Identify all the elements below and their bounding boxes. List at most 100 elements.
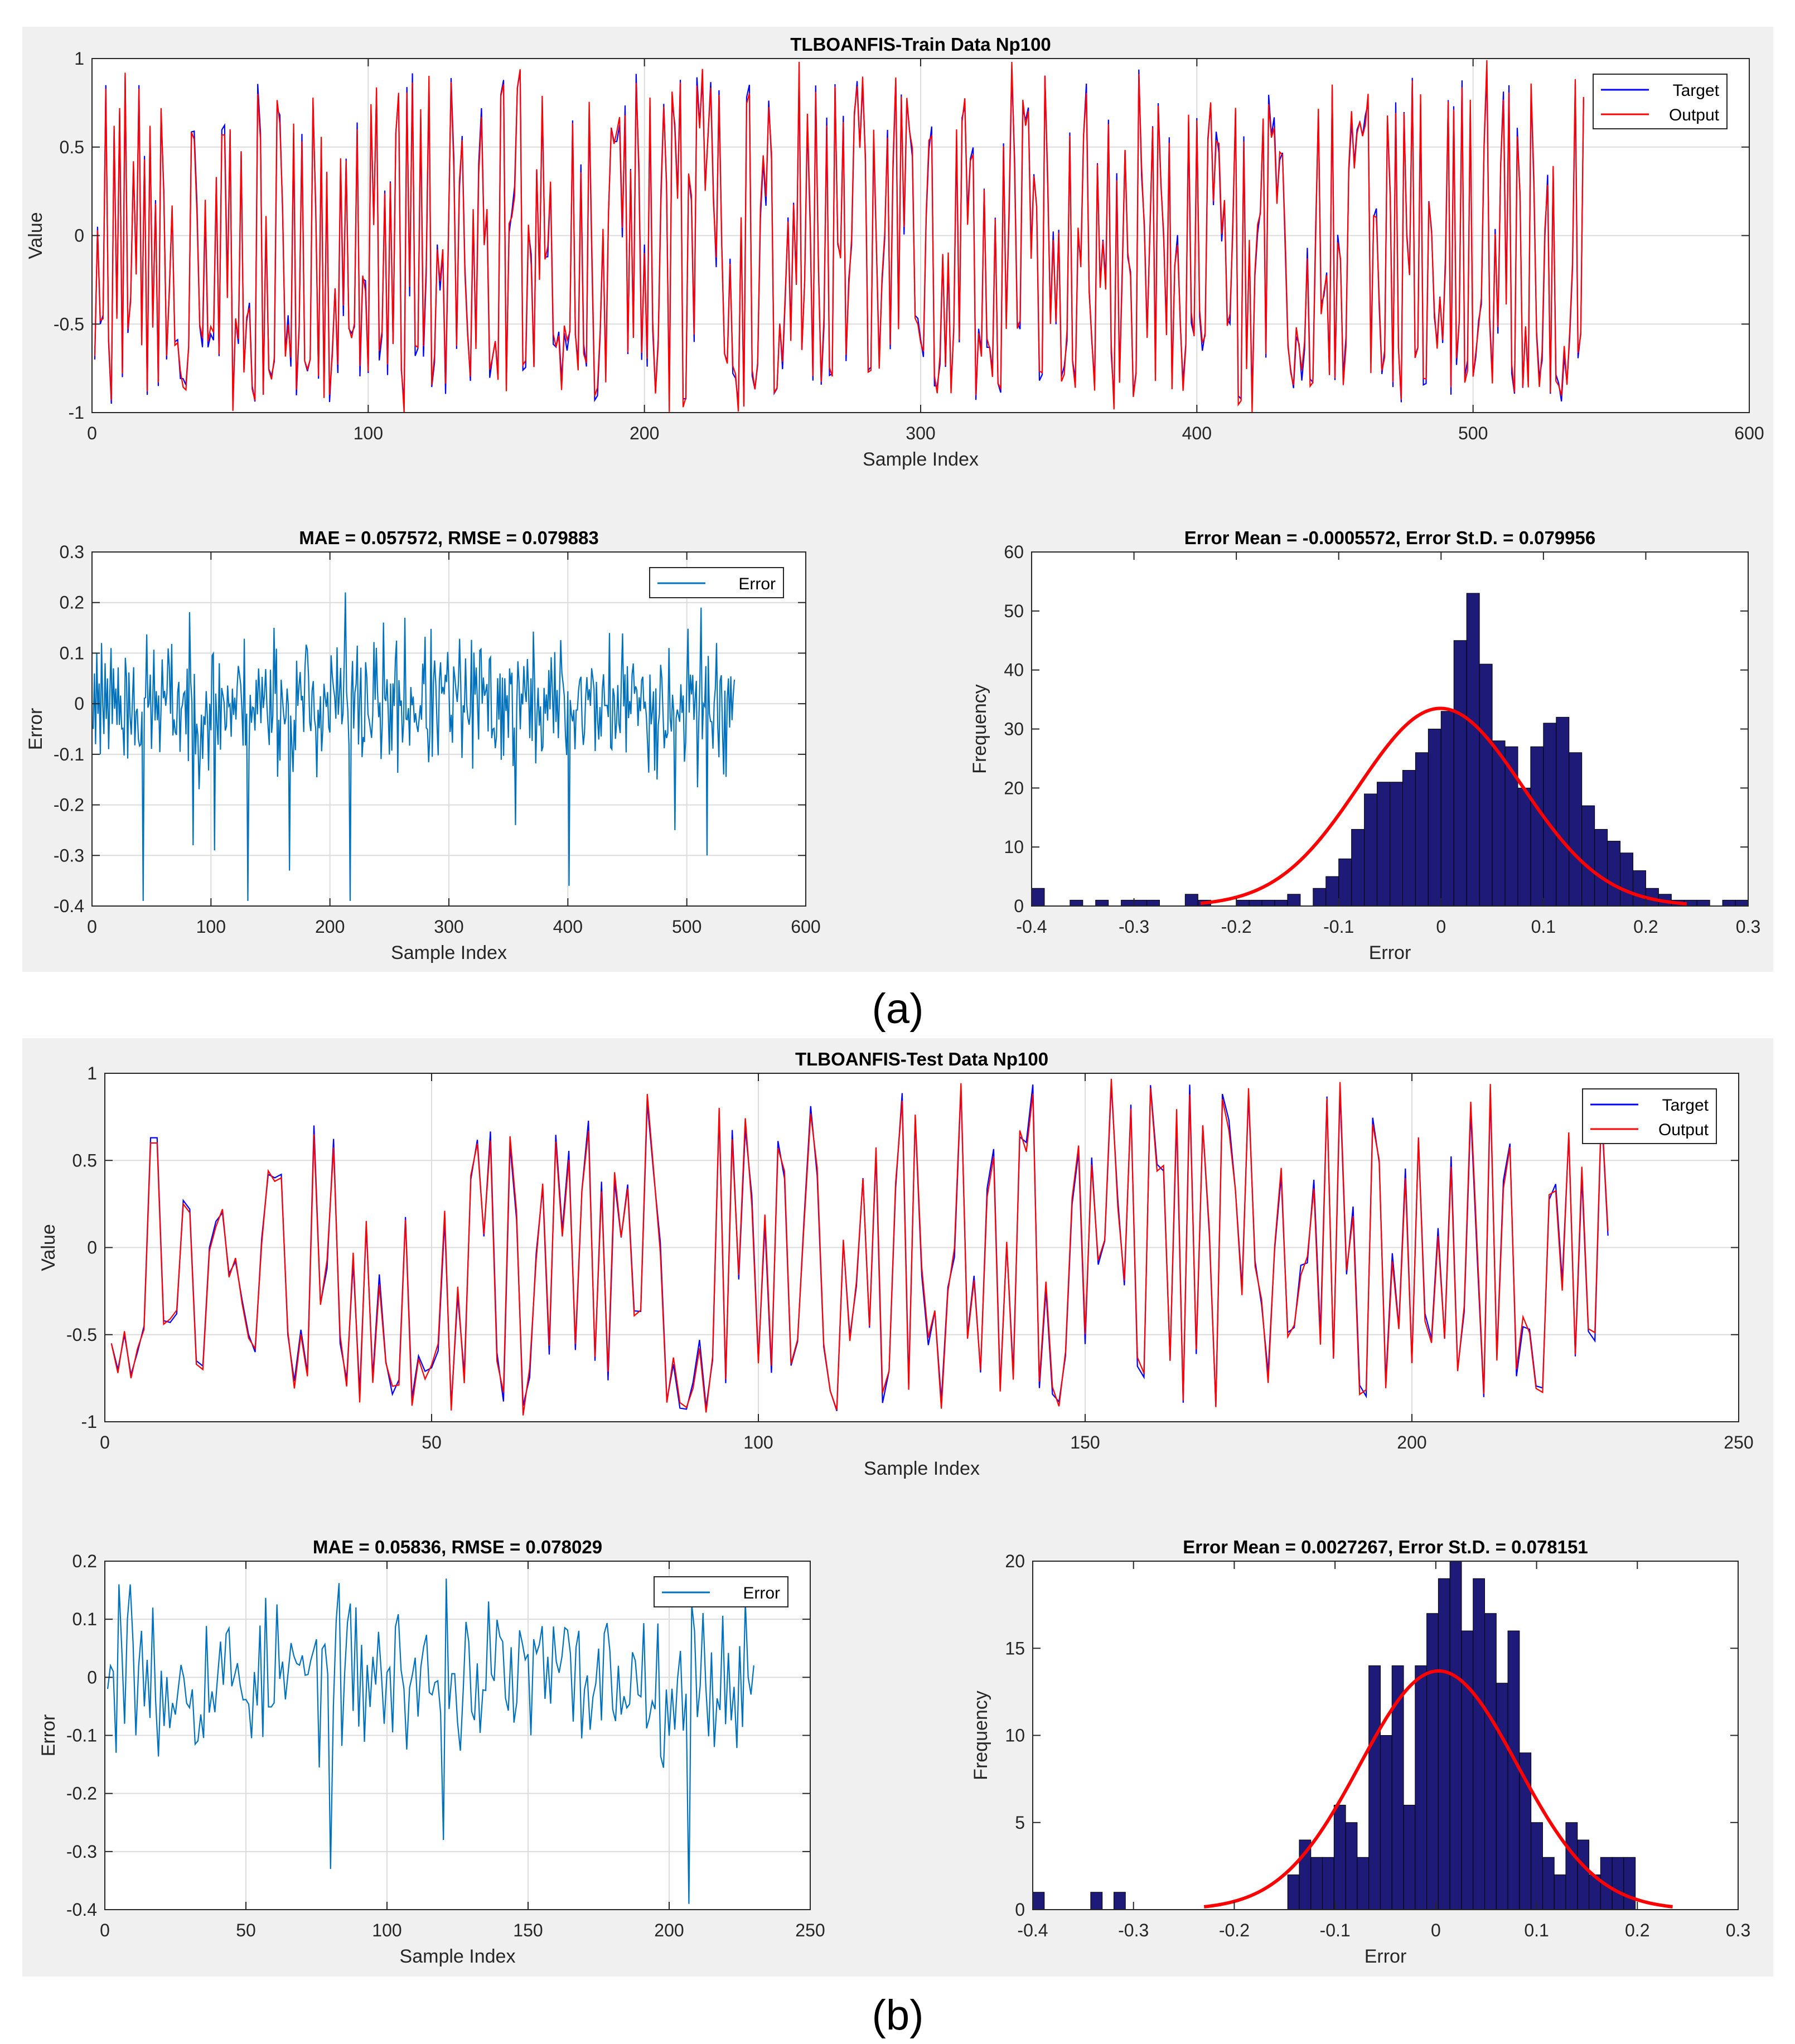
histogram-bar — [1696, 899, 1710, 907]
histogram-bar — [1607, 841, 1621, 907]
y-tick-label: -0.4 — [54, 896, 84, 916]
histogram-bar — [1531, 1822, 1543, 1910]
x-tick-label: 600 — [791, 917, 820, 937]
x-tick-label: -0.3 — [1119, 917, 1149, 937]
y-tick-label: 5 — [1015, 1813, 1025, 1833]
y-tick-label: 0.5 — [60, 137, 84, 157]
x-tick-label: 300 — [906, 423, 935, 443]
histogram-bar — [1620, 853, 1633, 907]
y-tick-label: -1 — [69, 403, 84, 423]
histogram-bar — [1090, 1892, 1103, 1910]
caption-a: (a) — [872, 985, 924, 1033]
x-tick-label: 0.3 — [1736, 917, 1760, 937]
histogram-bar — [1333, 1805, 1346, 1910]
y-axis-label: Value — [38, 1224, 59, 1271]
histogram-bar — [1032, 1892, 1045, 1910]
histogram-bar — [1415, 752, 1429, 907]
legend-label-output: Output — [1658, 1121, 1709, 1139]
y-tick-label: 1 — [87, 1063, 97, 1083]
y-tick-label: -0.1 — [54, 744, 84, 764]
histogram-bar — [1380, 1735, 1392, 1910]
histogram-bar — [1146, 899, 1160, 907]
histogram-bar — [1134, 899, 1148, 907]
y-tick-label: 50 — [1004, 601, 1024, 621]
x-tick-label: 0.1 — [1531, 917, 1556, 937]
x-tick-label: 0.1 — [1524, 1920, 1549, 1940]
y-tick-label: 0 — [87, 1238, 97, 1258]
x-tick-label: 250 — [1724, 1432, 1753, 1452]
x-axis-label: Sample Index — [863, 449, 979, 470]
x-axis-label: Error — [1365, 1946, 1407, 1967]
x-tick-label: 0 — [100, 1920, 110, 1940]
y-tick-label: -0.1 — [66, 1726, 97, 1746]
series-output-line — [94, 60, 1584, 413]
y-tick-label: -0.2 — [66, 1784, 97, 1804]
y-tick-label: 0 — [87, 1667, 97, 1687]
chart-title: TLBOANFIS-Test Data Np100 — [795, 1049, 1048, 1069]
histogram-bar — [1261, 899, 1275, 907]
histogram-bar — [1473, 1578, 1486, 1910]
chart-title: MAE = 0.05836, RMSE = 0.078029 — [313, 1537, 602, 1557]
histogram-bar — [1496, 1683, 1508, 1910]
x-axis-label: Error — [1369, 942, 1411, 963]
y-tick-label: 1 — [74, 49, 84, 69]
x-tick-label: 100 — [743, 1432, 773, 1452]
y-tick-label: 0.2 — [72, 1551, 97, 1571]
x-tick-label: 300 — [434, 917, 463, 937]
histogram-bar — [1364, 793, 1378, 907]
histogram-bar — [1236, 899, 1250, 907]
histogram-bar — [1542, 1857, 1555, 1910]
x-tick-label: 0 — [87, 917, 97, 937]
y-tick-label: -1 — [81, 1412, 97, 1432]
histogram-bar — [1310, 1857, 1323, 1910]
chart-title: MAE = 0.057572, RMSE = 0.079883 — [299, 527, 599, 548]
y-axis-label: Value — [25, 212, 46, 259]
test-error-histogram: -0.4 -0.3 -0.2 -0.1 0 0.1 0.2 0.3 0 5 10 15 20 Error … — [970, 1537, 1750, 1967]
y-tick-label: -0.5 — [66, 1325, 97, 1345]
histogram-bar — [1530, 746, 1544, 907]
x-tick-label: 200 — [315, 917, 345, 937]
histogram-bar — [1287, 894, 1301, 907]
y-axis-label: Error — [38, 1714, 59, 1757]
histogram-bar — [1031, 888, 1045, 907]
normal-fit-curve — [1200, 706, 1687, 906]
x-axis-label: Sample Index — [400, 1946, 516, 1967]
histogram-bar — [1484, 1613, 1497, 1910]
histogram-bar — [1351, 829, 1365, 907]
x-tick-label: 200 — [1397, 1432, 1426, 1452]
y-tick-label: 20 — [1005, 1551, 1025, 1571]
histogram-bar — [1461, 1630, 1474, 1910]
caption-b: (b) — [872, 1992, 924, 2039]
histogram-bar — [1569, 752, 1583, 907]
x-tick-label: -0.4 — [1017, 1920, 1048, 1940]
histogram-bar — [1735, 899, 1749, 907]
histogram-bar — [1274, 899, 1288, 907]
x-tick-label: -0.4 — [1016, 917, 1047, 937]
histogram-bar — [1345, 1822, 1358, 1910]
x-tick-label: 150 — [513, 1920, 543, 1940]
histogram-bar — [1479, 663, 1493, 907]
histogram-bar — [1113, 1892, 1126, 1910]
histogram-bar — [1287, 1875, 1300, 1910]
legend-label-target: Target — [1673, 81, 1720, 100]
histogram-bar — [1377, 782, 1390, 907]
x-tick-label: -0.2 — [1219, 1920, 1250, 1940]
histogram-bar — [1581, 805, 1595, 907]
x-tick-label: 500 — [1458, 423, 1488, 443]
histogram-bar — [1466, 593, 1480, 907]
y-tick-label: 40 — [1004, 660, 1024, 680]
chart-title: TLBOANFIS-Train Data Np100 — [790, 34, 1051, 55]
histogram-bar — [1402, 770, 1416, 907]
legend-box — [1593, 74, 1728, 129]
y-tick-label: 0.1 — [72, 1609, 97, 1629]
x-tick-label: 0 — [100, 1432, 110, 1452]
x-tick-label: 50 — [422, 1432, 442, 1452]
train-error-plot: Error 0 100 200 300 400 500 600 -0.4 -0.3 -0.2 -0.1… — [25, 527, 821, 963]
y-tick-label: -0.4 — [66, 1900, 97, 1920]
legend-label-target: Target — [1662, 1096, 1709, 1115]
y-tick-label: -0.2 — [54, 795, 84, 815]
x-tick-label: -0.1 — [1320, 1920, 1351, 1940]
x-tick-label: 0 — [87, 423, 97, 443]
legend-label-error: Error — [738, 575, 776, 593]
